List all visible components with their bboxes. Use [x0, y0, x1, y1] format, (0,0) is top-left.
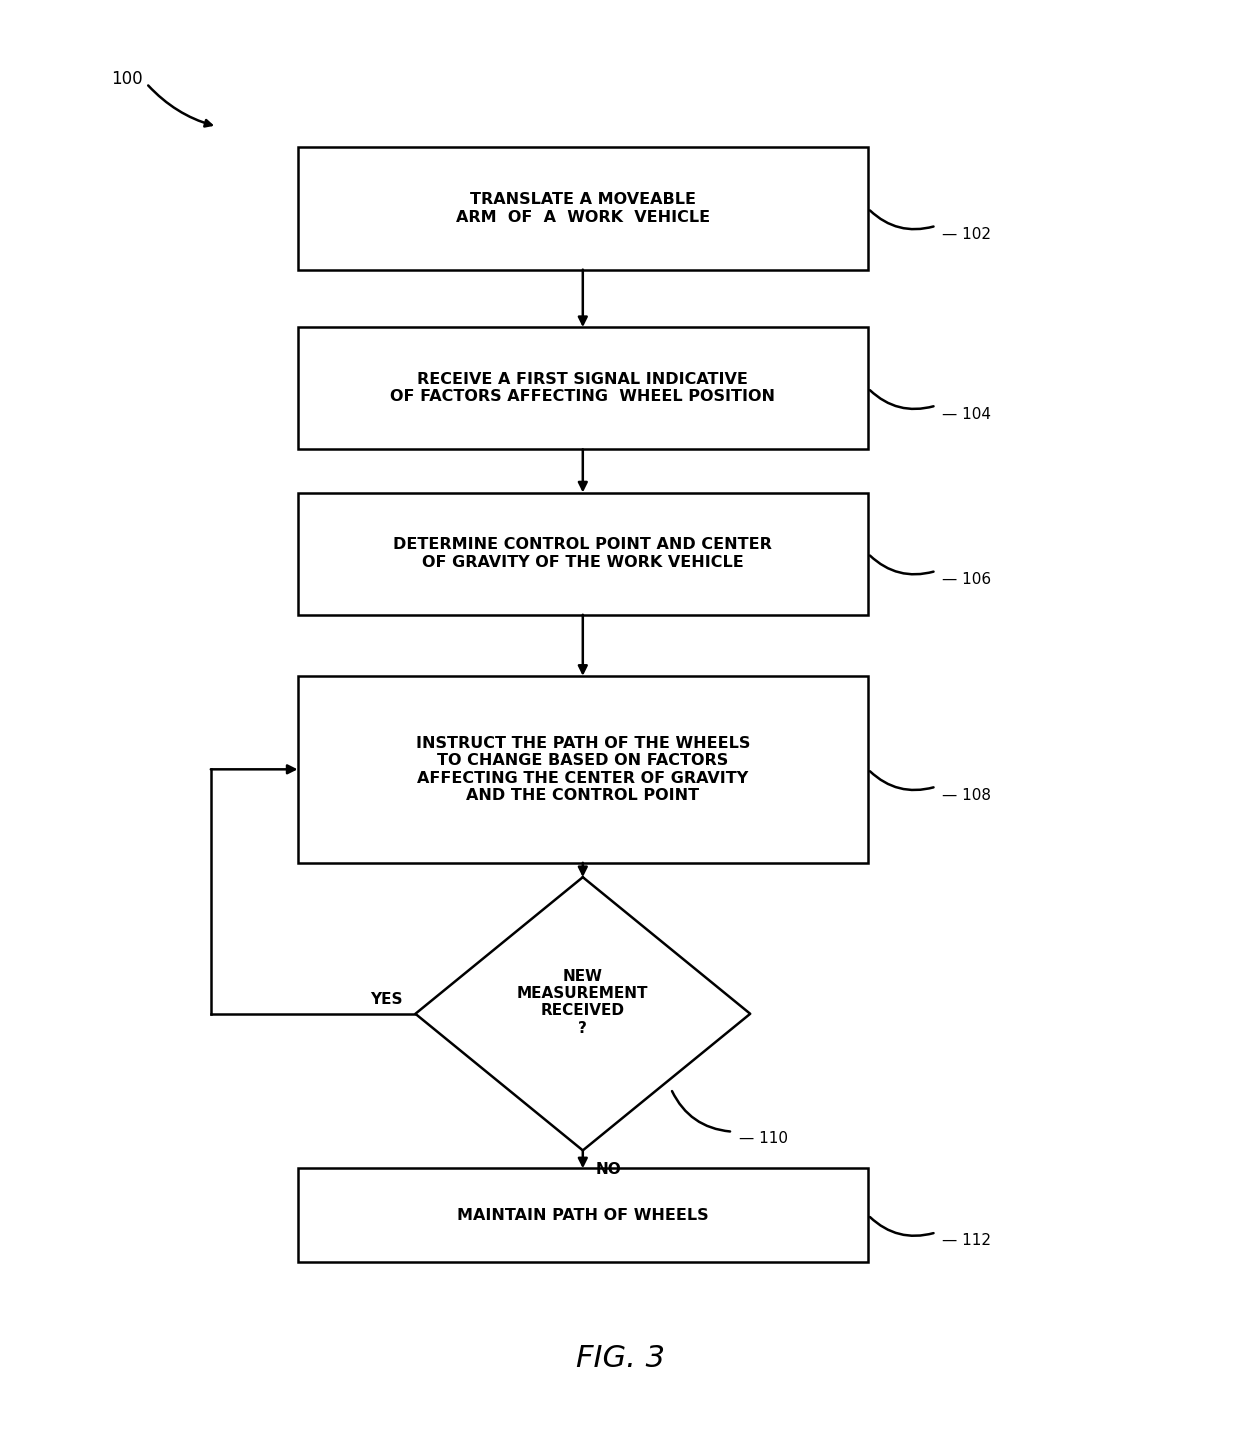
Text: — 104: — 104: [942, 407, 992, 421]
Text: RECEIVE A FIRST SIGNAL INDICATIVE
OF FACTORS AFFECTING  WHEEL POSITION: RECEIVE A FIRST SIGNAL INDICATIVE OF FAC…: [391, 372, 775, 404]
FancyBboxPatch shape: [298, 328, 868, 449]
Text: — 112: — 112: [942, 1234, 992, 1248]
Text: FIG. 3: FIG. 3: [575, 1345, 665, 1373]
Text: — 106: — 106: [942, 572, 992, 587]
Text: YES: YES: [371, 992, 403, 1007]
Text: TRANSLATE A MOVEABLE
ARM  OF  A  WORK  VEHICLE: TRANSLATE A MOVEABLE ARM OF A WORK VEHIC…: [456, 193, 709, 224]
Text: MAINTAIN PATH OF WHEELS: MAINTAIN PATH OF WHEELS: [458, 1208, 708, 1222]
Text: — 102: — 102: [942, 227, 992, 242]
Text: — 108: — 108: [942, 788, 992, 802]
Text: NO: NO: [595, 1162, 621, 1176]
Text: DETERMINE CONTROL POINT AND CENTER
OF GRAVITY OF THE WORK VEHICLE: DETERMINE CONTROL POINT AND CENTER OF GR…: [393, 538, 773, 569]
FancyBboxPatch shape: [298, 676, 868, 863]
Text: — 110: — 110: [739, 1132, 789, 1146]
Text: NEW
MEASUREMENT
RECEIVED
?: NEW MEASUREMENT RECEIVED ?: [517, 969, 649, 1035]
FancyBboxPatch shape: [298, 492, 868, 615]
Text: INSTRUCT THE PATH OF THE WHEELS
TO CHANGE BASED ON FACTORS
AFFECTING THE CENTER : INSTRUCT THE PATH OF THE WHEELS TO CHANG…: [415, 736, 750, 802]
FancyBboxPatch shape: [298, 148, 868, 270]
Text: 100: 100: [112, 70, 144, 88]
FancyBboxPatch shape: [298, 1168, 868, 1263]
